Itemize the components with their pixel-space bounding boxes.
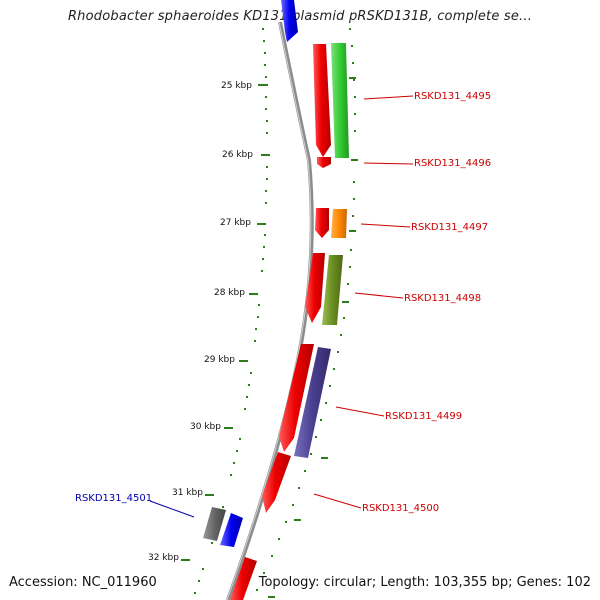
scale-label-31: 31 kbp [172,488,203,498]
feature-red-bottom[interactable] [230,557,257,600]
gene-label-4497[interactable]: RSKD131_4497 [411,222,488,233]
scale-label-32: 32 kbp [148,553,179,563]
features [203,0,349,600]
gene-label-4496[interactable]: RSKD131_4496 [414,158,491,169]
feature-gray-4501[interactable] [203,507,226,541]
gene-labels: RSKD131_4495 RSKD131_4496 RSKD131_4497 R… [75,91,491,514]
major-ticks [181,84,270,561]
feature-orange-4497[interactable] [331,209,347,238]
gene-label-4499[interactable]: RSKD131_4499 [385,411,462,422]
scale-label-29: 29 kbp [204,355,235,365]
plasmid-backbone [226,21,314,600]
scale-label-27: 27 kbp [220,218,251,228]
scale-label-28: 28 kbp [214,288,245,298]
callout-lines [149,95,414,518]
map-title: Rhodobacter sphaeroides KD131 plasmid pR… [67,9,533,24]
feature-olive-4498[interactable] [322,255,343,325]
scale-label-26: 26 kbp [222,150,253,160]
feature-green-4495[interactable] [331,43,349,158]
accession-label: Accession: NC_011960 [9,575,157,590]
feature-rskd131-4501[interactable] [220,513,243,547]
feature-rskd131-4496[interactable] [317,157,331,168]
feature-blue-top[interactable] [281,0,298,42]
feature-rskd131-4499[interactable] [279,344,314,452]
gene-label-4501[interactable]: RSKD131_4501 [75,493,152,504]
gene-label-4500[interactable]: RSKD131_4500 [362,503,439,514]
feature-rskd131-4497[interactable] [315,208,329,238]
feature-purple-4499[interactable] [294,347,331,458]
outer-major-ticks [268,77,358,598]
feature-rskd131-4500[interactable] [262,452,291,513]
scale-label-25: 25 kbp [221,81,252,91]
feature-rskd131-4498[interactable] [305,253,325,323]
feature-rskd131-4495[interactable] [313,44,331,157]
gene-label-4498[interactable]: RSKD131_4498 [404,293,481,304]
plasmid-backbone-highlight [226,21,312,600]
gene-label-4495[interactable]: RSKD131_4495 [414,91,491,102]
scale-label-30: 30 kbp [190,422,221,432]
outer-tick-ring [256,28,356,591]
summary-label: Topology: circular; Length: 103,355 bp; … [258,575,591,590]
scale-labels: 25 kbp 26 kbp 27 kbp 28 kbp 29 kbp 30 kb… [148,81,253,563]
